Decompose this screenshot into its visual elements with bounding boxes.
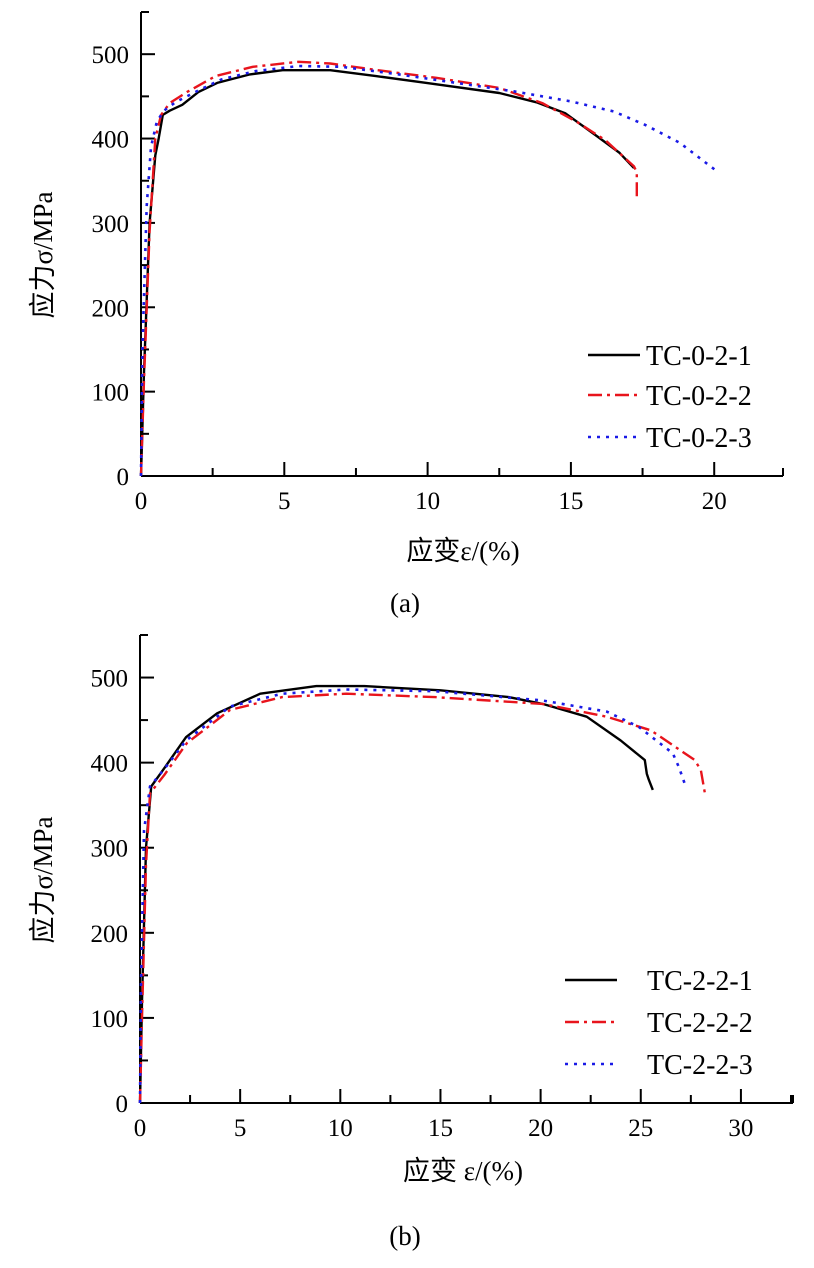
x-tick-label: 15 (558, 488, 583, 515)
y-tick-label: 0 (117, 464, 130, 491)
legend-label: TC-2-2-1 (647, 966, 753, 997)
chart-panel-a: 应力σ/MPa 应变ε/(%) (a) 0 5 10 15 20010020030040… (28, 11, 784, 618)
x-tick-label: 20 (528, 1115, 553, 1142)
series-line-TC-2-2-2 (138, 692, 707, 1104)
y-tick-label: 500 (92, 42, 130, 69)
x-tick-label: 0 (134, 1115, 147, 1142)
y-axis-title: 应力σ/MPa (28, 816, 58, 943)
series-line-TC-2-2-3 (138, 688, 687, 1104)
series-line-TC-0-2-3 (139, 64, 718, 477)
panel-label: (b) (389, 1221, 420, 1251)
y-tick-label: 200 (92, 295, 130, 322)
series-line-TC-0-2-2 (139, 60, 638, 477)
x-tick-label: 30 (728, 1115, 753, 1142)
y-tick-label: 0 (116, 1091, 129, 1118)
x-axis-title: 应变ε/(%) (406, 536, 519, 566)
y-tick-label: 100 (91, 1006, 129, 1033)
legend-label: TC-0-2-2 (646, 381, 752, 412)
x-tick-label: 10 (415, 488, 440, 515)
x-tick-label: 0 (135, 488, 148, 515)
x-tick-label: 15 (428, 1115, 453, 1142)
legend-label: TC-2-2-2 (647, 1008, 753, 1039)
x-tick-label: 10 (328, 1115, 353, 1142)
y-tick-label: 500 (91, 666, 129, 693)
panel-label: (a) (390, 588, 420, 618)
x-tick-label: 5 (278, 488, 291, 515)
y-tick-label: 400 (91, 751, 129, 778)
legend-label: TC-0-2-1 (646, 341, 752, 372)
x-axis-title: 应变 ε/(%) (403, 1156, 523, 1186)
y-tick-label: 300 (91, 836, 129, 863)
y-tick-label: 400 (92, 127, 130, 154)
y-tick-label: 300 (92, 211, 130, 238)
series-line-TC-2-2-1 (138, 684, 654, 1104)
x-tick-label: 25 (628, 1115, 653, 1142)
y-tick-label: 100 (92, 380, 130, 407)
x-tick-label: 20 (702, 488, 727, 515)
y-tick-label: 200 (91, 921, 129, 948)
chart-panel-b: 应力σ/MPa 应变 ε/(%) (b) 0 5 10 15 20 25 300100200… (28, 634, 794, 1251)
series-line-TC-0-2-1 (139, 68, 635, 477)
legend-label: TC-2-2-3 (647, 1050, 753, 1081)
x-tick-label: 5 (234, 1115, 247, 1142)
legend-label: TC-0-2-3 (646, 423, 752, 454)
y-axis-title: 应力σ/MPa (28, 191, 58, 318)
